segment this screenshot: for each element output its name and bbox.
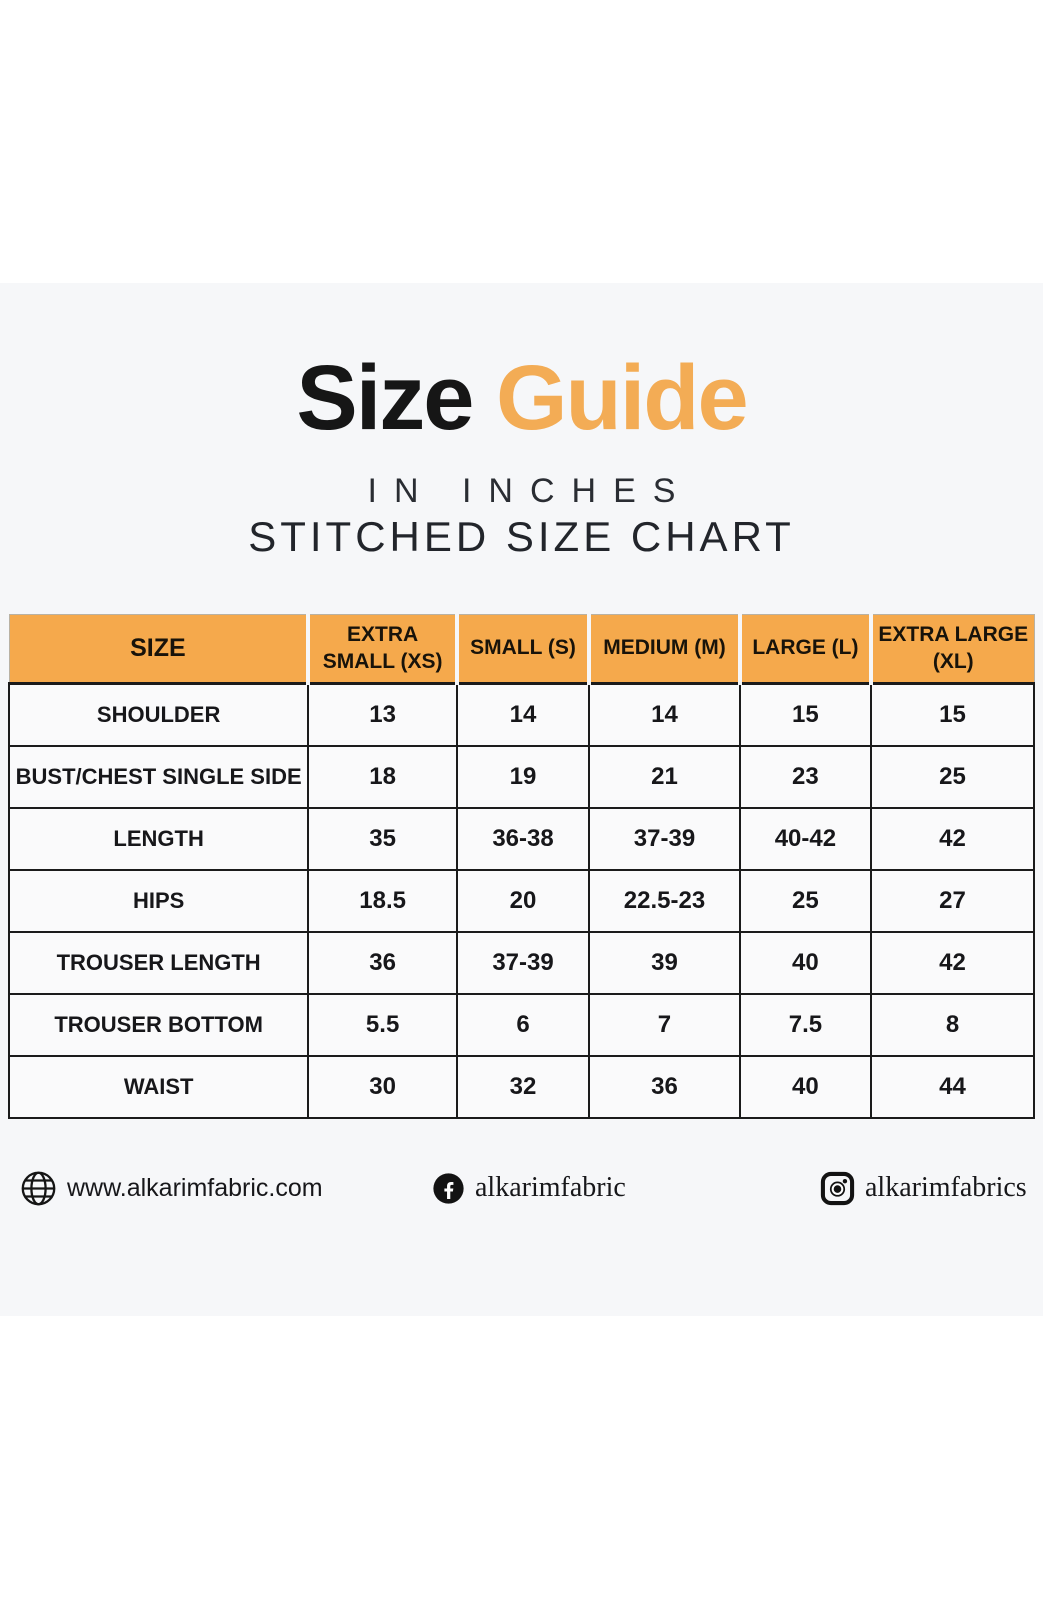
cell-value: 14 [455,682,591,747]
cell-value: 19 [455,744,591,809]
footer-website-link[interactable]: www.alkarimfabric.com [20,1163,323,1213]
instagram-icon [820,1171,855,1206]
cell-value: 22.5-23 [588,868,741,933]
cell-value: 40-42 [738,806,873,871]
cell-value: 27 [870,868,1035,933]
row-label: TROUSER BOTTOM [7,992,310,1057]
cell-value: 13 [307,682,458,747]
subtitle-chart-type: STITCHED SIZE CHART [248,513,795,560]
cell-value: 30 [307,1054,458,1119]
subtitle-units: IN INCHES [367,472,693,510]
cell-value: 39 [588,930,741,995]
column-header-m: MEDIUM (M) [587,614,742,685]
cell-value: 7 [588,992,741,1057]
cell-value: 42 [870,806,1035,871]
row-label: HIPS [7,868,310,933]
cell-value: 7.5 [738,992,873,1057]
cell-value: 20 [455,868,591,933]
size-chart-table: SIZE EXTRA SMALL (XS) SMALL (S) MEDIUM (… [7,614,1035,1119]
row-label: WAIST [7,1054,310,1119]
cell-value: 15 [738,682,873,747]
column-header-xl: EXTRA LARGE (XL) [869,614,1035,685]
column-header-xs: EXTRA SMALL (XS) [306,614,459,685]
cell-value: 21 [588,744,741,809]
page-title: Size Guide [0,350,1043,447]
column-header-s: SMALL (S) [454,614,592,685]
row-label: LENGTH [7,806,310,871]
table-row-trouser-length: TROUSER LENGTH 36 37-39 39 40 42 [7,930,1035,995]
cell-value: 32 [455,1054,591,1119]
facebook-icon [432,1172,465,1205]
table-row-shoulder: SHOULDER 13 14 14 15 15 [7,682,1035,747]
cell-value: 36 [307,930,458,995]
column-header-l: LARGE (L) [737,614,874,685]
cell-value: 35 [307,806,458,871]
cell-value: 23 [738,744,873,809]
table-row-length: LENGTH 35 36-38 37-39 40-42 42 [7,806,1035,871]
cell-value: 40 [738,1054,873,1119]
cell-value: 15 [870,682,1035,747]
main-title-primary: Size [296,347,474,449]
cell-value: 36-38 [455,806,591,871]
cell-value: 25 [738,868,873,933]
facebook-handle: alkarimfabric [475,1172,626,1203]
row-label: SHOULDER [7,682,310,747]
cell-value: 37-39 [455,930,591,995]
cell-value: 44 [870,1054,1035,1119]
main-title: Size Guide [0,350,1043,447]
instagram-handle: alkarimfabrics [865,1172,1027,1203]
cell-value: 14 [588,682,741,747]
cell-value: 5.5 [307,992,458,1057]
website-url: www.alkarimfabric.com [67,1173,323,1202]
table-row-waist: WAIST 30 32 36 40 44 [7,1054,1035,1119]
row-label: BUST/CHEST SINGLE SIDE [7,744,310,809]
cell-value: 6 [455,992,591,1057]
footer-instagram-link[interactable]: alkarimfabrics [820,1163,1027,1213]
cell-value: 37-39 [588,806,741,871]
cell-value: 8 [870,992,1035,1057]
cell-value: 42 [870,930,1035,995]
table-row-trouser-bottom: TROUSER BOTTOM 5.5 6 7 7.5 8 [7,992,1035,1057]
globe-icon [20,1170,57,1207]
main-title-accent: Guide [495,347,749,449]
cell-value: 40 [738,930,873,995]
cell-value: 25 [870,744,1035,809]
row-label: TROUSER LENGTH [7,930,310,995]
footer-facebook-link[interactable]: alkarimfabric [432,1163,626,1213]
footer: www.alkarimfabric.com alkarimfabric [0,1163,1043,1213]
table-row-bust-chest: BUST/CHEST SINGLE SIDE 18 19 21 23 25 [7,744,1035,809]
table-row-hips: HIPS 18.5 20 22.5-23 25 27 [7,868,1035,933]
table-header-row: SIZE EXTRA SMALL (XS) SMALL (S) MEDIUM (… [8,614,1035,685]
cell-value: 18.5 [307,868,458,933]
cell-value: 36 [588,1054,741,1119]
column-header-size: SIZE [8,614,311,685]
cell-value: 18 [307,744,458,809]
